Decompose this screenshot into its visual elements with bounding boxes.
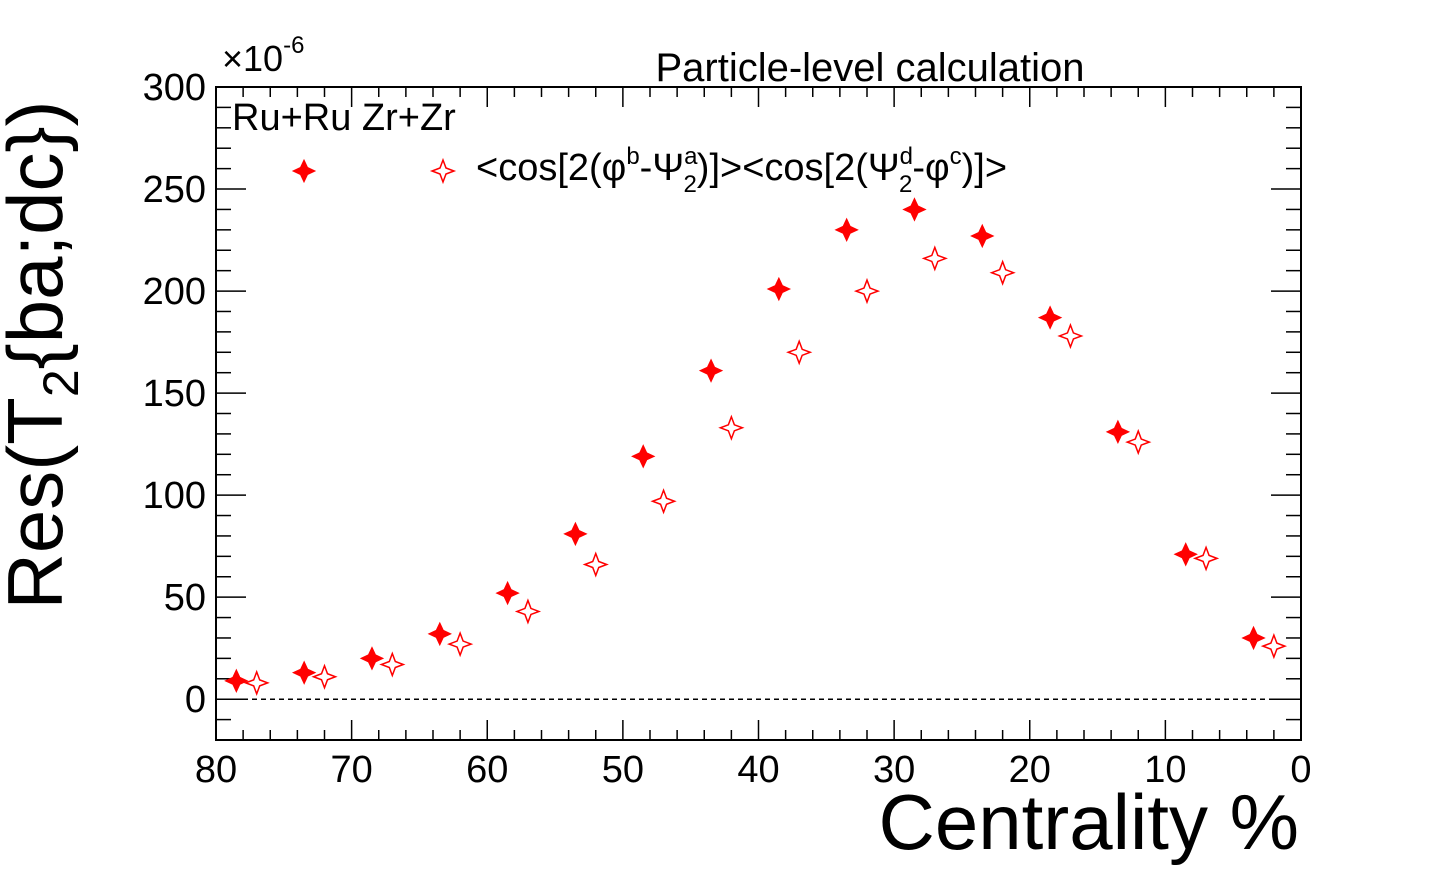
legend-expr-sup-d: d — [900, 143, 913, 170]
legend-marker-filled-star — [291, 158, 317, 184]
y-multiplier-exponent: -6 — [283, 32, 304, 59]
data-point-filled-star — [698, 358, 724, 383]
x-tick-label: 0 — [1290, 749, 1311, 791]
legend-expression: <cos[2(φb-Ψa 2)]><cos[2(Ψd 2-φc)]> — [476, 143, 1007, 198]
data-point-filled-star — [427, 621, 452, 647]
legend-expr-part4: -φ — [912, 147, 949, 189]
y-tick-label: 300 — [143, 67, 206, 109]
y-multiplier: ×10-6 — [222, 32, 304, 79]
data-point-open-star — [853, 277, 881, 305]
y-tick-label: 100 — [143, 475, 206, 517]
y-axis-title-main: Res(T — [0, 397, 79, 609]
data-point-open-star — [243, 669, 270, 696]
legend-expr-part2: -Ψ — [640, 147, 684, 189]
data-point-open-star — [311, 663, 338, 690]
data-point-filled-star — [495, 580, 520, 606]
data-point-filled-star — [1173, 542, 1198, 567]
data-point-open-star — [1192, 545, 1220, 572]
x-tick-label: 70 — [330, 749, 372, 791]
data-point-open-star — [514, 598, 542, 625]
legend-expr-part3: )]><cos[2(Ψ — [697, 147, 900, 189]
data-points — [224, 197, 1288, 696]
legend-expr-part1: <cos[2(φ — [476, 147, 626, 189]
axis-ticks — [215, 86, 1302, 741]
x-tick-label: 60 — [466, 749, 508, 791]
x-tick-label: 30 — [873, 749, 915, 791]
legend-markers — [291, 157, 457, 185]
data-point-filled-star — [766, 276, 792, 302]
data-point-open-star — [1260, 632, 1288, 660]
y-tick-label: 200 — [143, 271, 206, 313]
data-point-open-star — [989, 259, 1016, 286]
x-tick-label: 10 — [1144, 749, 1186, 791]
data-point-filled-star — [1037, 305, 1063, 330]
y-tick-label: 0 — [185, 679, 206, 721]
y-multiplier-prefix: ×10 — [222, 38, 283, 79]
x-tick-label: 80 — [195, 749, 237, 791]
data-point-filled-star — [1105, 419, 1131, 445]
data-point-filled-star — [902, 197, 927, 222]
legend-expr-sup-a: a — [684, 143, 698, 170]
y-tick-label: 50 — [164, 577, 206, 619]
legend-expr-part5: )]> — [962, 147, 1007, 189]
data-point-open-star — [1125, 428, 1152, 456]
y-axis-title-tail: {ba;dc}) — [0, 100, 79, 369]
x-tick-label: 40 — [737, 749, 779, 791]
x-tick-label: 50 — [602, 749, 644, 791]
data-point-filled-star — [834, 217, 859, 243]
chart-title: Particle-level calculation — [655, 46, 1084, 90]
data-point-open-star — [1057, 322, 1084, 350]
legend-header: Ru+Ru Zr+Zr — [232, 97, 456, 139]
legend-expr-sup-c: c — [950, 143, 962, 170]
data-point-open-star — [446, 630, 474, 658]
legend-expr-sup-b: b — [626, 143, 639, 170]
legend-expr-sub-2a: 2 — [683, 171, 696, 198]
data-point-open-star — [582, 551, 609, 578]
y-axis-title: Res(T2{ba;dc}) — [0, 100, 89, 609]
data-point-filled-star — [359, 646, 385, 671]
data-point-filled-star — [224, 668, 249, 694]
data-point-open-star — [650, 488, 677, 515]
data-point-open-star — [786, 339, 813, 366]
legend-marker-open-star — [429, 157, 457, 185]
y-tick-label: 250 — [143, 169, 206, 211]
data-point-open-star — [379, 651, 406, 678]
data-point-filled-star — [291, 660, 317, 685]
y-axis-title-subscript: 2 — [33, 369, 89, 397]
x-axis-title: Centrality % — [879, 778, 1299, 866]
y-tick-label: 150 — [143, 373, 206, 415]
data-point-filled-star — [631, 444, 656, 469]
data-point-filled-star — [563, 521, 588, 547]
data-point-open-star — [718, 414, 745, 441]
data-point-open-star — [921, 245, 948, 272]
legend-expr-sub-2b: 2 — [899, 171, 912, 198]
data-point-filled-star — [1241, 625, 1266, 651]
x-tick-label: 20 — [1009, 749, 1051, 791]
data-point-filled-star — [970, 223, 995, 249]
